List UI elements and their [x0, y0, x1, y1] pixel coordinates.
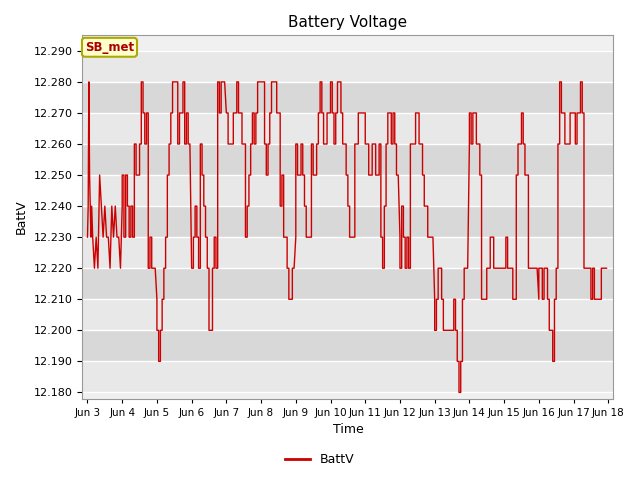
Bar	[83, 51, 614, 82]
Bar	[83, 113, 614, 144]
Bar	[83, 299, 614, 330]
Bar	[83, 206, 614, 237]
Legend: BattV: BattV	[280, 448, 360, 471]
Title: Battery Voltage: Battery Voltage	[289, 15, 408, 30]
Bar	[83, 144, 614, 175]
Text: SB_met: SB_met	[85, 41, 134, 54]
Bar	[83, 175, 614, 206]
X-axis label: Time: Time	[333, 423, 364, 436]
Bar	[83, 82, 614, 113]
Y-axis label: BattV: BattV	[15, 200, 28, 234]
Bar	[83, 237, 614, 268]
Bar	[83, 330, 614, 361]
Bar	[83, 361, 614, 393]
Bar	[83, 268, 614, 299]
